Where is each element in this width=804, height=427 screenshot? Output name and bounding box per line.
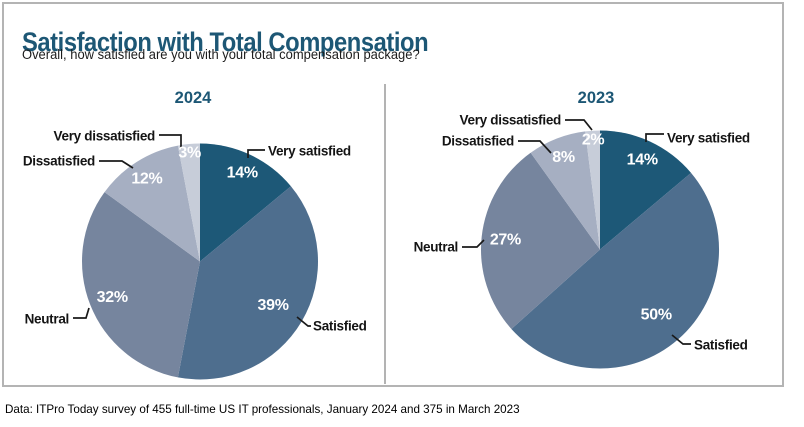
- pie-2023-slice-neutral: [480, 152, 600, 329]
- pie-2024-slice-very-satisfied: [200, 143, 291, 262]
- pie-2024-slice-neutral: [82, 192, 200, 378]
- leader-line-2023-very-satisfied: [645, 133, 664, 142]
- chart-subtitle: Overall, how satisfied are you with your…: [22, 47, 420, 62]
- pct-label-2024-neutral: 32%: [97, 289, 128, 306]
- leader-line-2024-neutral: [73, 307, 90, 319]
- pie-2024-slice-satisfied: [177, 186, 319, 380]
- leader-line-2024-dissatisfied: [99, 160, 134, 169]
- chart-title: Satisfaction with Total Compensation: [22, 27, 429, 58]
- pie-2024-slice-dissatisfied: [104, 145, 200, 262]
- pie-2023-slice-dissatisfied: [530, 131, 600, 250]
- category-label-2024-dissatisfied: Dissatisfied: [23, 154, 95, 169]
- pie-2024-slice-very-dissatisfied: [177, 143, 200, 262]
- leader-line-2024-very-dissatisfied: [159, 134, 182, 149]
- pct-label-2024-satisfied: 39%: [258, 297, 289, 314]
- category-label-2024-satisfied: Satisfied: [313, 319, 367, 334]
- category-label-2024-very-dissatisfied: Very dissatisfied: [54, 129, 156, 144]
- category-label-2023-very-dissatisfied: Very dissatisfied: [460, 113, 562, 128]
- pct-label-2023-very-satisfied: 14%: [627, 151, 658, 168]
- pct-label-2023-dissatisfied: 8%: [552, 149, 575, 166]
- leader-line-2023-satisfied: [671, 334, 691, 345]
- pct-label-2023-very-dissatisfied: 2%: [582, 132, 605, 149]
- pct-label-2024-very-dissatisfied: 3%: [178, 145, 201, 162]
- category-label-2023-satisfied: Satisfied: [694, 338, 748, 353]
- year-title-2023: 2023: [578, 89, 615, 107]
- pct-label-2024-very-satisfied: 14%: [227, 164, 258, 181]
- leader-line-2024-very-satisfied: [247, 149, 265, 158]
- pct-label-2023-satisfied: 50%: [641, 307, 672, 324]
- category-label-2023-dissatisfied: Dissatisfied: [442, 134, 514, 149]
- pie-2023-slice-very-dissatisfied: [585, 130, 600, 250]
- leader-line-2023-neutral: [462, 239, 485, 248]
- source-note: Data: ITPro Today survey of 455 full-tim…: [5, 402, 520, 416]
- leader-line-2023-dissatisfied: [518, 140, 552, 154]
- pct-label-2023-neutral: 27%: [490, 232, 521, 249]
- category-label-2023-neutral: Neutral: [414, 240, 458, 255]
- category-label-2023-very-satisfied: Very satisfied: [667, 131, 750, 146]
- pct-label-2024-dissatisfied: 12%: [131, 170, 162, 187]
- pie-2023-slice-very-satisfied: [600, 130, 692, 250]
- category-label-2024-very-satisfied: Very satisfied: [268, 144, 351, 159]
- category-label-2024-neutral: Neutral: [25, 312, 69, 327]
- pie-2023-slice-satisfied: [511, 172, 720, 369]
- leader-line-2023-very-dissatisfied: [565, 119, 593, 131]
- leader-line-2024-satisfied: [296, 316, 311, 327]
- year-title-2024: 2024: [175, 89, 213, 107]
